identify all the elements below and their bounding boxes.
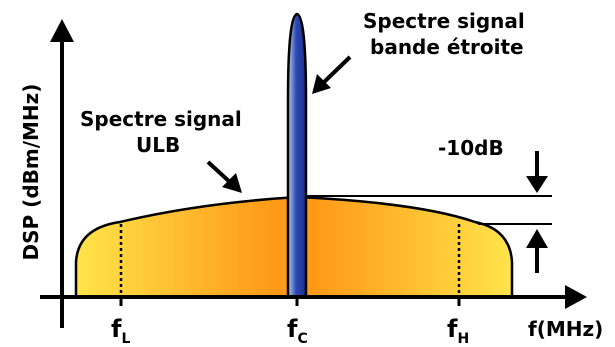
down-arrow-icon	[526, 151, 548, 193]
fc-label-base: f	[287, 315, 298, 343]
fc-label: fC	[287, 315, 308, 347]
fh-label-sub: H	[457, 331, 469, 347]
fc-label-sub: C	[297, 331, 307, 347]
fh-label-base: f	[447, 315, 458, 343]
up-arrow-icon	[526, 229, 548, 273]
y-axis-label: DSP (dBm/MHz)	[19, 84, 43, 261]
fh-label: fH	[447, 315, 469, 347]
x-axis-label: f(MHz)	[528, 317, 603, 341]
narrowband-pointer-arrow-icon	[312, 55, 352, 94]
attenuation-label: -10dB	[438, 136, 504, 160]
ulb-pointer-arrow-icon	[206, 160, 242, 193]
fl-label-base: f	[111, 315, 122, 343]
ulb-label-line1: Spectre signal	[80, 107, 242, 131]
ulb-label-line2: ULB	[136, 133, 180, 157]
fl-label: fL	[111, 315, 130, 347]
fl-label-sub: L	[121, 331, 130, 347]
narrowband-label-line2: bande étroite	[370, 35, 524, 59]
y-axis-arrow-icon	[50, 19, 74, 42]
x-axis-arrow-icon	[565, 285, 587, 309]
narrowband-label-line1: Spectre signal	[363, 9, 525, 33]
narrowband-spectrum	[286, 12, 308, 299]
